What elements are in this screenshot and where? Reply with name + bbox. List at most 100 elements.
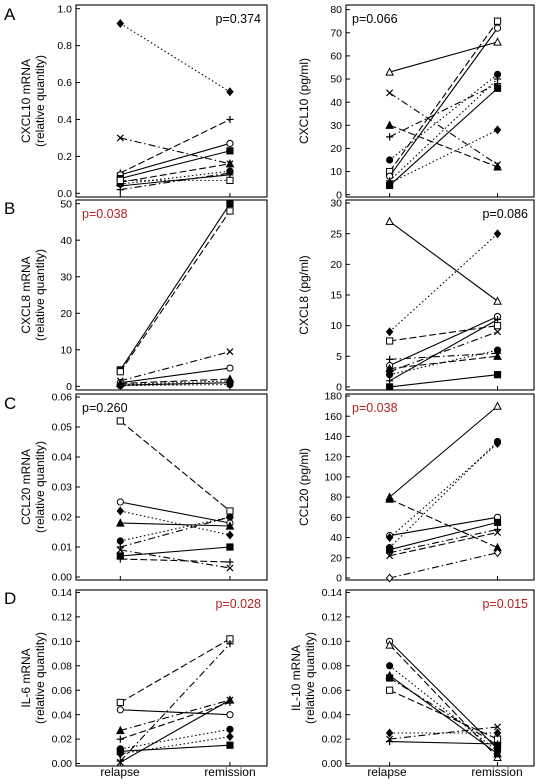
plot-frame — [345, 199, 535, 391]
data-point-remission — [493, 162, 502, 171]
series-line — [389, 221, 498, 302]
series-4 — [386, 349, 502, 363]
series-8 — [116, 380, 234, 390]
data-point-remission — [493, 548, 502, 558]
y-axis-label: CXCL8 mRNA — [19, 256, 33, 333]
series-line — [389, 677, 498, 746]
data-point-remission — [226, 696, 234, 704]
series-4 — [115, 518, 235, 530]
y-tick-label: 180 — [324, 391, 342, 403]
data-point-remission — [226, 640, 234, 648]
series-3 — [116, 348, 234, 385]
series-line — [389, 741, 498, 745]
data-point-remission — [226, 558, 234, 566]
plot-frame — [345, 393, 535, 581]
y-tick-label: 0.10 — [322, 636, 343, 648]
data-point-relapse — [386, 89, 394, 97]
series-2 — [385, 494, 502, 552]
y-tick-label: 15 — [330, 290, 342, 302]
data-point-remission — [225, 158, 235, 168]
data-point-relapse — [116, 134, 124, 142]
series-3 — [116, 506, 234, 540]
data-point-remission — [493, 24, 502, 32]
data-point-remission — [493, 351, 502, 360]
series-line — [389, 552, 498, 579]
y-tick-label: 0.03 — [52, 482, 73, 494]
y-tick-label: 0.8 — [57, 40, 72, 52]
data-point-remission — [493, 322, 502, 330]
y-tick-label: 0.00 — [322, 758, 343, 770]
series-line — [389, 319, 498, 382]
panel-letter-d: D — [4, 589, 16, 608]
data-point-remission — [493, 17, 502, 25]
y-tick-label: 20 — [330, 259, 342, 271]
y-tick-label: 1.0 — [57, 3, 72, 15]
x-category-relapse-right: relapse — [367, 765, 407, 779]
y-tick-label: 0.04 — [322, 709, 343, 721]
y-axis-label: IL-10 mRNA — [289, 645, 303, 711]
p-value-label: p=0.374 — [215, 12, 261, 26]
series-10 — [386, 371, 502, 391]
y-tick-label: 30 — [330, 198, 342, 210]
data-point-remission — [225, 521, 235, 530]
y-tick-label: 0 — [336, 573, 342, 585]
data-point-relapse — [386, 383, 394, 391]
series-line — [120, 709, 230, 716]
y-tick-label: 0.10 — [52, 636, 73, 648]
y-tick-label: 0.14 — [322, 587, 343, 599]
series-7 — [385, 728, 502, 738]
series-line — [120, 501, 231, 524]
chart-a-right: 0 10 20 30 40 50 60 70 80 CXCL10 (pg/ml) p=0.066 — [297, 4, 535, 201]
plot-frame — [345, 589, 535, 767]
y-tick-label: 0.05 — [52, 422, 73, 434]
data-point-relapse — [386, 337, 394, 345]
series-line — [120, 549, 231, 569]
series-line — [120, 382, 230, 386]
series-9 — [386, 737, 502, 748]
data-point-remission — [226, 741, 234, 749]
data-point-remission — [226, 169, 234, 177]
series-line — [120, 701, 231, 740]
x-category-remission-left: remission — [204, 765, 255, 779]
y-tick-label: 40 — [330, 97, 342, 109]
y-tick-label: 140 — [324, 431, 342, 443]
series-line — [389, 405, 498, 498]
series-line — [120, 546, 230, 557]
series-10 — [386, 75, 502, 185]
data-point-remission — [494, 328, 502, 336]
y-tick-label: 50 — [330, 74, 342, 86]
data-point-remission — [493, 75, 502, 83]
y-tick-label: 0.02 — [52, 512, 73, 524]
series-line — [120, 516, 231, 542]
series-line — [120, 351, 231, 382]
y-tick-label: 40 — [60, 235, 72, 247]
y-tick-label: 60 — [330, 512, 342, 524]
y-tick-label: 10 — [330, 166, 342, 178]
y-tick-label: 25 — [330, 228, 342, 240]
y-tick-label: 0 — [336, 382, 342, 394]
y-tick-label: 0.08 — [52, 660, 73, 672]
y-tick-label: 30 — [60, 271, 72, 283]
series-7 — [116, 732, 234, 759]
series-line — [389, 726, 498, 740]
data-point-relapse — [385, 120, 394, 129]
y-tick-label: 0.14 — [52, 587, 73, 599]
y-tick-label: 120 — [324, 451, 342, 463]
y-tick-label: 0.06 — [322, 685, 343, 697]
series-line — [389, 521, 498, 551]
series-line — [389, 516, 498, 537]
panel-letter-a: A — [4, 5, 16, 24]
data-point-remission — [226, 725, 234, 733]
data-point-remission — [226, 711, 234, 719]
data-point-relapse — [386, 377, 394, 385]
series-7 — [386, 328, 502, 376]
series-3 — [386, 322, 502, 345]
series-3 — [115, 695, 235, 735]
data-point-remission — [493, 84, 502, 92]
data-point-remission — [493, 518, 502, 526]
data-point-relapse — [385, 494, 394, 503]
series-9 — [116, 555, 234, 566]
series-2 — [116, 134, 234, 168]
data-point-relapse — [116, 186, 124, 194]
p-value-label: p=0.038 — [82, 207, 128, 221]
